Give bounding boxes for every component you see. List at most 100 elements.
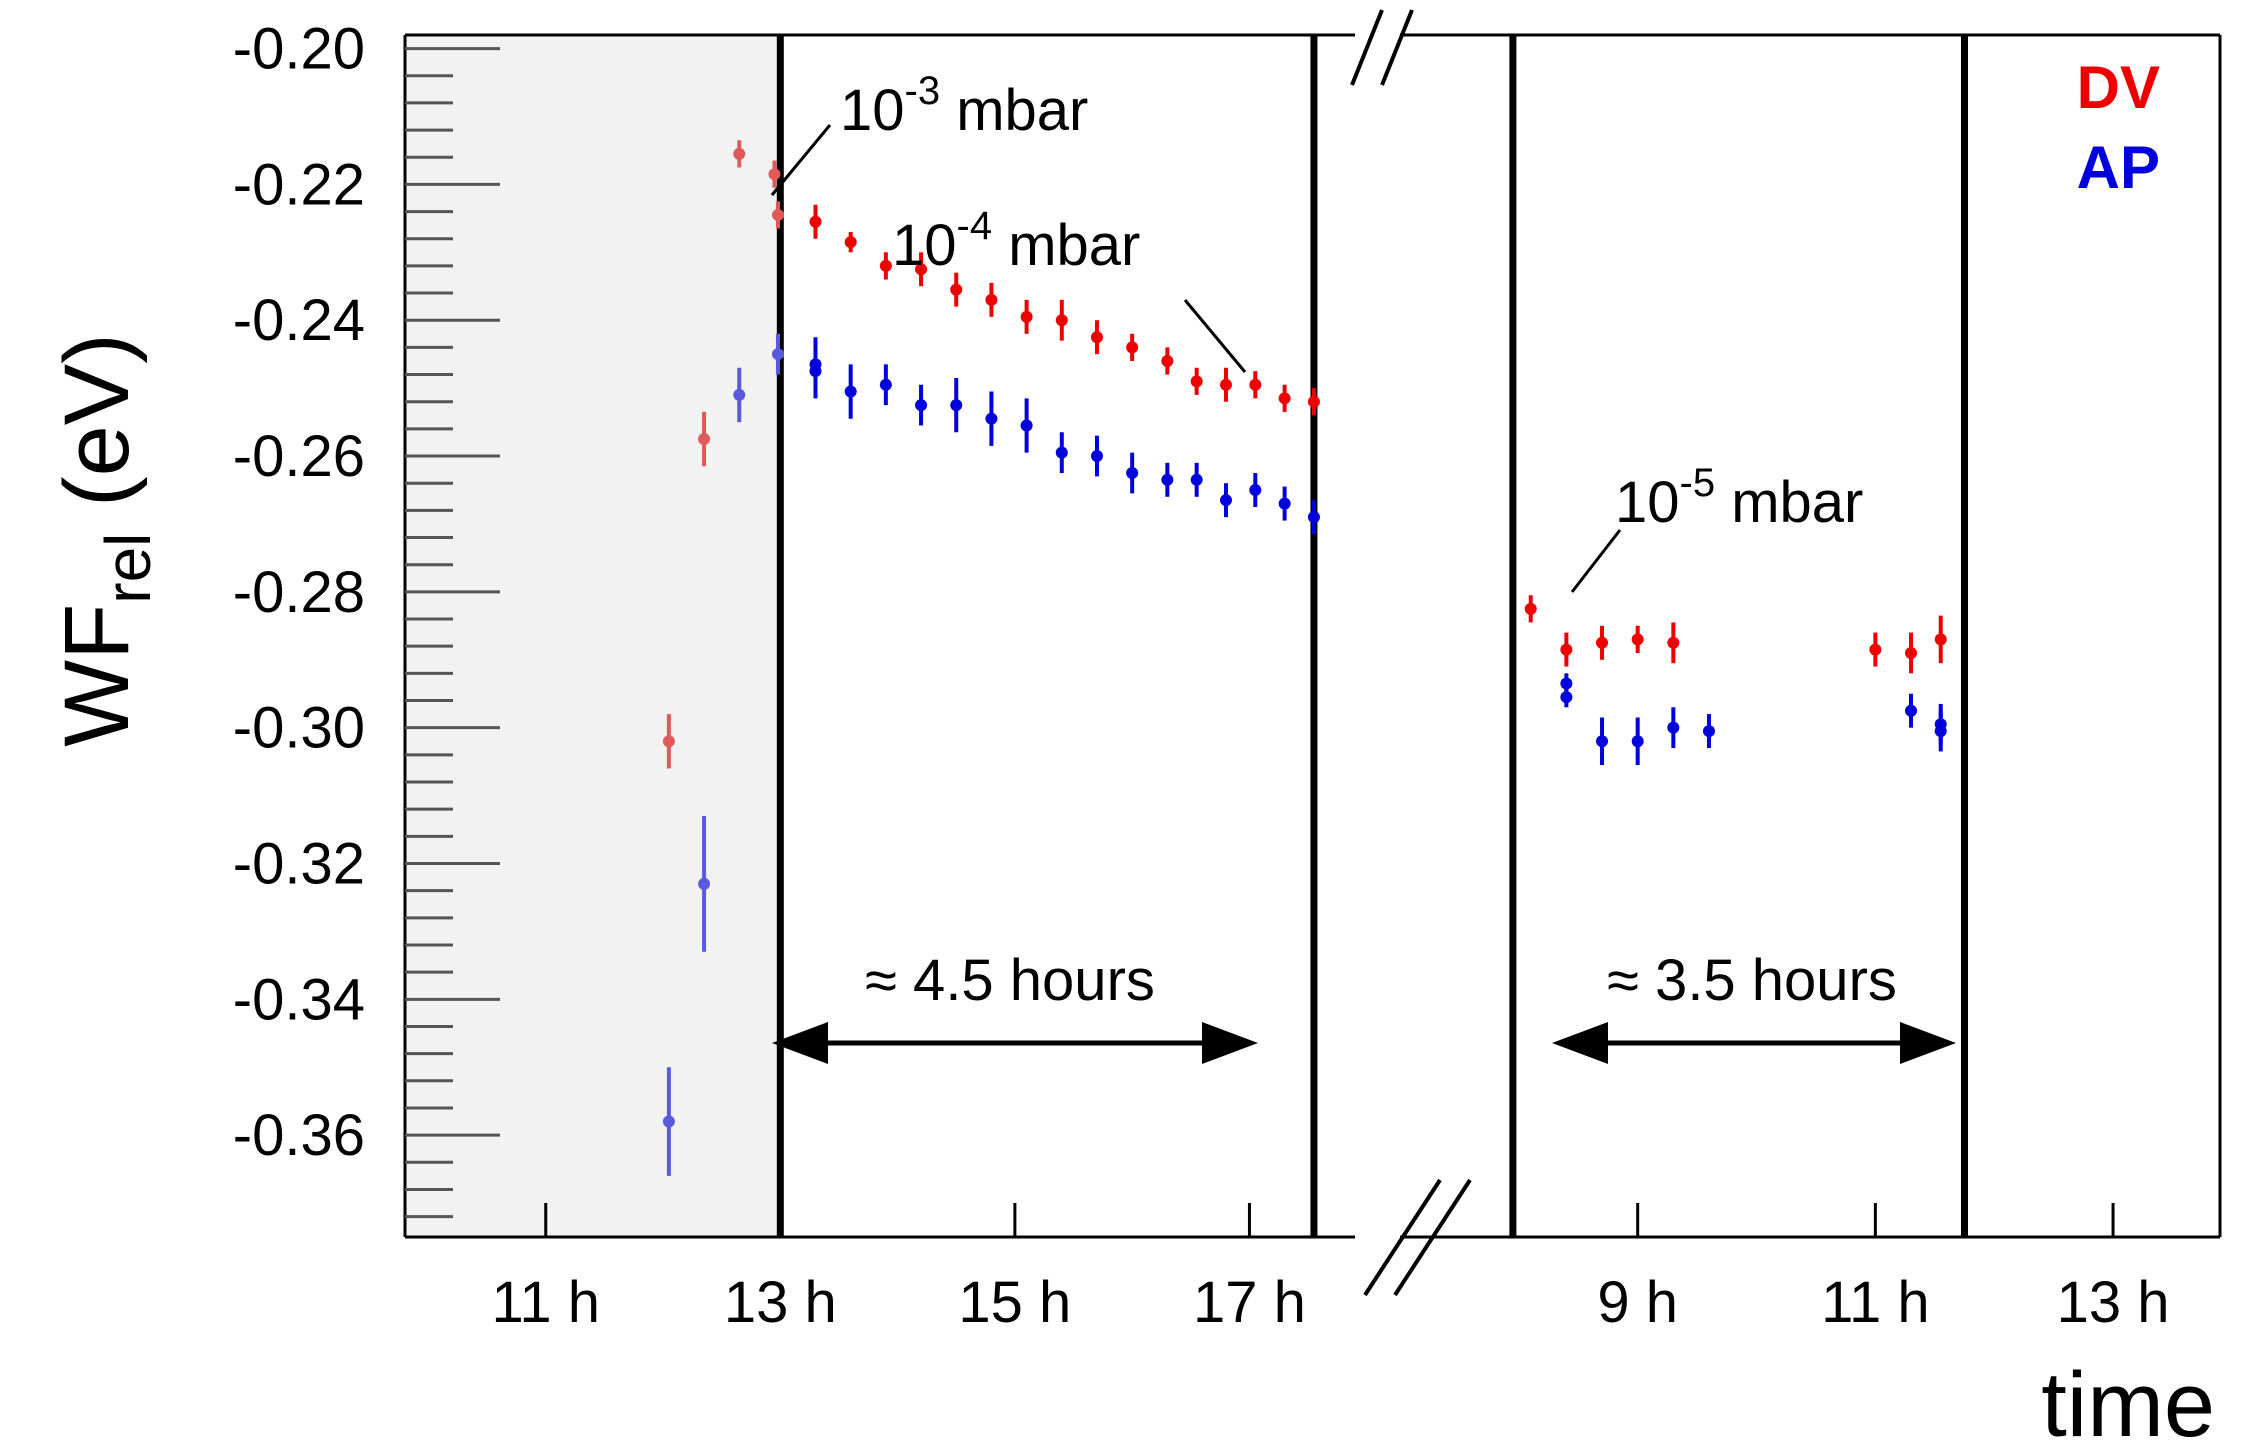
ap-marker — [1631, 735, 1644, 748]
ap-point — [698, 815, 711, 952]
x-tick-label: 17 h — [1193, 1270, 1306, 1335]
dv-marker — [662, 735, 675, 748]
dv-point — [1020, 299, 1033, 334]
ap-marker — [1190, 473, 1203, 486]
ap-point — [1190, 462, 1203, 497]
ap-marker — [1055, 446, 1068, 459]
dv-marker — [1524, 602, 1537, 615]
ap-point — [1905, 693, 1918, 728]
ap-point — [1219, 483, 1232, 518]
dv-point — [771, 201, 784, 229]
ap-marker — [1560, 677, 1573, 690]
ap-point — [662, 1067, 675, 1176]
ap-marker — [733, 388, 746, 401]
x-tick-label: 15 h — [958, 1270, 1071, 1335]
y-tick-label: -0.32 — [233, 831, 365, 896]
ap-marker — [1596, 735, 1609, 748]
plot-frame — [403, 33, 2222, 1239]
dv-point — [1307, 388, 1320, 416]
ap-marker — [844, 385, 857, 398]
ap-marker — [879, 378, 892, 391]
dv-marker — [1020, 310, 1033, 323]
dv-marker — [768, 168, 781, 181]
y-tick-label: -0.34 — [233, 967, 365, 1032]
vertical-divider-lines — [776, 35, 1968, 1237]
ap-point — [985, 391, 998, 446]
ap-point — [733, 367, 746, 423]
dv-marker — [698, 433, 711, 446]
ap-point — [1934, 710, 1947, 752]
ap-point — [1560, 686, 1573, 708]
ap-marker — [662, 1115, 675, 1128]
ap-marker — [985, 412, 998, 425]
legend-ap: AP — [2077, 134, 2160, 201]
ap-point — [1702, 714, 1715, 749]
x-tick-label: 9 h — [1597, 1270, 1678, 1335]
x-tick-label: 11 h — [1821, 1270, 1930, 1335]
annotation-1e-4: 10-4 mbar — [892, 204, 1247, 373]
ap-point — [1667, 707, 1680, 749]
dv-point — [844, 231, 857, 253]
ap-point — [1161, 462, 1174, 497]
dv-point — [698, 411, 711, 467]
ap-marker — [1090, 450, 1103, 463]
dv-marker — [1869, 643, 1882, 656]
legend: DV AP — [2077, 54, 2160, 201]
arrowhead-right — [1900, 1022, 1956, 1064]
dv-point — [1278, 384, 1291, 412]
dv-marker — [809, 215, 822, 228]
ap-marker — [1278, 497, 1291, 510]
arrowhead-left — [1552, 1022, 1608, 1064]
annotation-1e-4-leader — [1183, 299, 1247, 373]
dv-point — [915, 252, 928, 287]
ap-marker — [1249, 483, 1262, 496]
ap-point — [809, 343, 822, 399]
dv-marker — [1055, 314, 1068, 327]
ap-marker — [1307, 511, 1320, 524]
dv-point — [1161, 347, 1174, 375]
dv-point — [1560, 632, 1573, 667]
ap-marker — [1020, 419, 1033, 432]
annotation-1e-3-leader — [770, 124, 832, 196]
duration-arrow-2: ≈ 3.5 hours — [1552, 948, 1956, 1064]
annotation-1e-5-leader — [1570, 529, 1622, 593]
dv-marker — [879, 259, 892, 272]
ap-marker — [1934, 725, 1947, 738]
ap-point — [1249, 473, 1262, 507]
ap-point — [879, 364, 892, 406]
ap-point — [771, 333, 784, 375]
ap-marker — [950, 399, 963, 412]
annotation-1e-3-label: 10-3 mbar — [840, 69, 1088, 143]
data-points — [662, 140, 1947, 1176]
ap-marker — [1905, 704, 1918, 717]
x-axis-title: time — [2041, 1354, 2215, 1447]
dv-point — [1249, 371, 1262, 399]
dv-marker — [1934, 633, 1947, 646]
y-tick-label: -0.20 — [233, 17, 365, 82]
dv-point — [1219, 367, 1232, 402]
dv-point — [809, 204, 822, 239]
dv-marker — [1667, 636, 1680, 649]
ap-marker — [1667, 721, 1680, 734]
ap-marker — [915, 399, 928, 412]
dv-point — [1905, 632, 1918, 674]
dv-marker — [1307, 395, 1320, 408]
duration-2-label: ≈ 3.5 hours — [1607, 948, 1897, 1013]
x-tick-label: 13 h — [2057, 1270, 2170, 1335]
dv-point — [1055, 299, 1068, 341]
shaded-region — [405, 35, 781, 1237]
y-tick-label: -0.24 — [233, 288, 365, 353]
y-tick-label: -0.28 — [233, 560, 365, 625]
x-tick-label: 11 h — [491, 1270, 600, 1335]
ap-marker — [698, 877, 711, 890]
dv-point — [733, 140, 746, 168]
dv-marker — [985, 293, 998, 306]
y-axis-ticks: -0.20 -0.22 -0.24 -0.26 -0.28 -0.30 -0.32 -0.34… — [233, 17, 500, 1219]
ap-marker — [771, 348, 784, 361]
annotation-1e-5: 10-5 mbar — [1570, 461, 1863, 593]
annotation-1e-5-label: 10-5 mbar — [1615, 461, 1863, 535]
annotation-1e-4-label: 10-4 mbar — [892, 204, 1140, 278]
dv-marker — [1126, 341, 1139, 354]
ap-point — [1278, 486, 1291, 521]
legend-dv: DV — [2077, 54, 2160, 121]
